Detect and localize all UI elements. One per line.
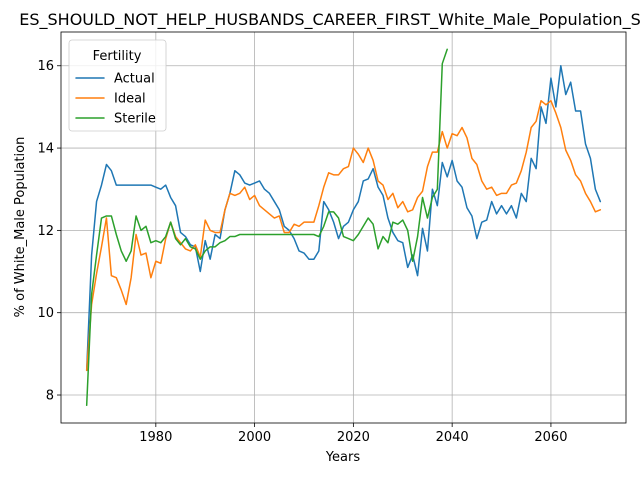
legend-box (68, 39, 167, 132)
y-tick-label: 16 (37, 59, 54, 74)
x-tick-label: 2020 (337, 430, 370, 445)
series-line-sterile (85, 48, 448, 407)
legend-entries: Actual Ideal Sterile (75, 72, 156, 127)
x-tick-label: 2000 (238, 430, 271, 445)
y-axis: 8 10 12 14 16 (37, 59, 61, 404)
x-tick-label: 1980 (139, 430, 172, 445)
legend-label-sterile: Sterile (114, 112, 156, 127)
x-tick-label: 2060 (534, 430, 567, 445)
series-line-actual (85, 65, 602, 372)
chart-title: ES_SHOULD_NOT_HELP_HUSBANDS_CAREER_FIRST… (19, 10, 640, 30)
y-tick-label: 8 (46, 389, 54, 404)
x-tick-label: 2040 (436, 430, 469, 445)
x-axis-label: Years (325, 450, 361, 465)
legend-label-actual: Actual (114, 72, 155, 87)
y-tick-label: 10 (37, 306, 54, 321)
legend-title: Fertility (93, 49, 142, 64)
legend: Fertility Actual Ideal Sterile (68, 39, 167, 132)
x-axis: 1980 2000 2020 2040 2060 (139, 423, 567, 445)
y-tick-label: 14 (37, 142, 54, 157)
grid (61, 32, 626, 423)
plot-frame (60, 31, 627, 424)
y-axis-label: % of White_Male Population (13, 137, 28, 318)
series-lines (85, 48, 602, 407)
y-tick-label: 12 (37, 224, 54, 239)
legend-label-ideal: Ideal (114, 92, 146, 107)
